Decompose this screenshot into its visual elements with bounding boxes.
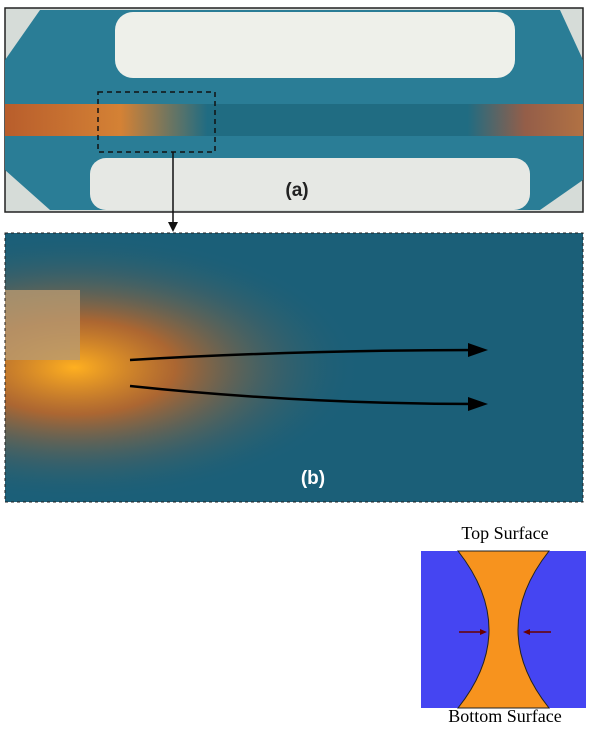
panel-b: (b) [5,233,583,502]
panel-label: (a) [285,180,308,201]
panel-a: (a) [5,8,583,212]
tube [5,290,80,360]
channel [5,104,583,136]
bottom-label: Bottom Surface [448,706,561,726]
panel-label: (b) [301,468,325,489]
cross-section: Top Surface Bottom Surface [421,523,586,726]
glass-bottom [90,158,530,210]
top-label: Top Surface [461,523,548,543]
glass-top [115,12,515,78]
zoom-arrowhead [168,222,178,232]
glow [5,233,583,502]
figure: (a) (b) Top Surface Bottom Surface [0,0,589,729]
page: (a) (b) Top Surface Bottom Surface (() =… [0,0,589,729]
